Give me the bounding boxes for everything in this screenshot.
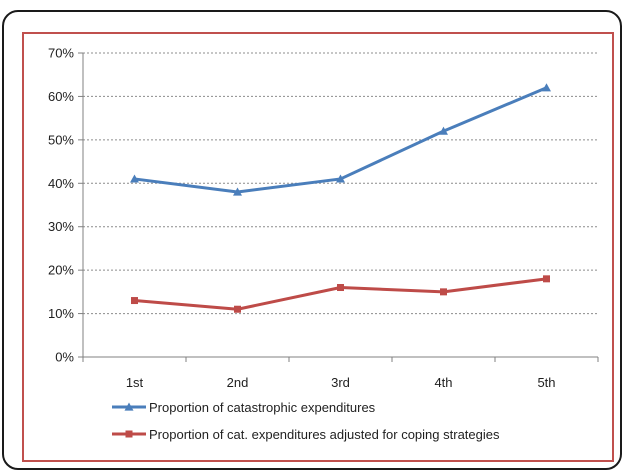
- y-tick-label: 20%: [48, 263, 74, 278]
- data-point: [131, 297, 138, 305]
- data-point: [233, 187, 242, 196]
- x-tick-label: 2nd: [227, 375, 249, 390]
- x-tick-label: 1st: [126, 375, 144, 390]
- line-chart: 0%10%20%30%40%50%60%70% 1st 2nd 3rd 4th 5th …: [48, 46, 599, 442]
- data-point: [440, 288, 447, 296]
- y-tick-label: 70%: [48, 46, 74, 61]
- y-tick-label: 0%: [55, 350, 74, 365]
- x-tick-label: 3rd: [331, 375, 350, 390]
- x-tick-label: 4th: [434, 375, 452, 390]
- y-tick-label: 40%: [48, 176, 74, 191]
- data-point: [234, 305, 241, 313]
- y-tick-label: 50%: [48, 132, 74, 147]
- y-tick-label: 30%: [48, 219, 74, 234]
- data-point: [439, 126, 448, 135]
- series-1: [130, 83, 551, 196]
- data-point: [543, 275, 550, 283]
- legend-label: Proportion of catastrophic expenditures: [149, 400, 376, 415]
- gridlines: [83, 52, 598, 315]
- legend-label: Proportion of cat. expenditures adjusted…: [149, 427, 500, 442]
- legend-swatch-marker: [124, 402, 134, 411]
- data-point: [542, 83, 551, 92]
- x-axis-tick-labels: 1st 2nd 3rd 4th 5th: [126, 375, 556, 390]
- y-tick-label: 10%: [48, 306, 74, 321]
- x-tick-label: 5th: [537, 375, 555, 390]
- series-2: [131, 275, 550, 313]
- data-point: [130, 174, 139, 183]
- series-line: [134, 277, 547, 311]
- y-tick-label: 60%: [48, 89, 74, 104]
- legend: Proportion of catastrophic expenditures P…: [112, 400, 500, 442]
- y-axis-tick-labels: 0% 10% 20% 30% 40% 50% 60% 70%: [48, 46, 74, 365]
- axes: [78, 52, 599, 362]
- data-point: [336, 174, 345, 183]
- legend-item: Proportion of catastrophic expenditures: [112, 400, 376, 415]
- legend-item: Proportion of cat. expenditures adjusted…: [112, 427, 500, 442]
- data-point: [337, 284, 344, 292]
- series-group: [130, 83, 551, 313]
- legend-swatch-marker: [125, 430, 133, 438]
